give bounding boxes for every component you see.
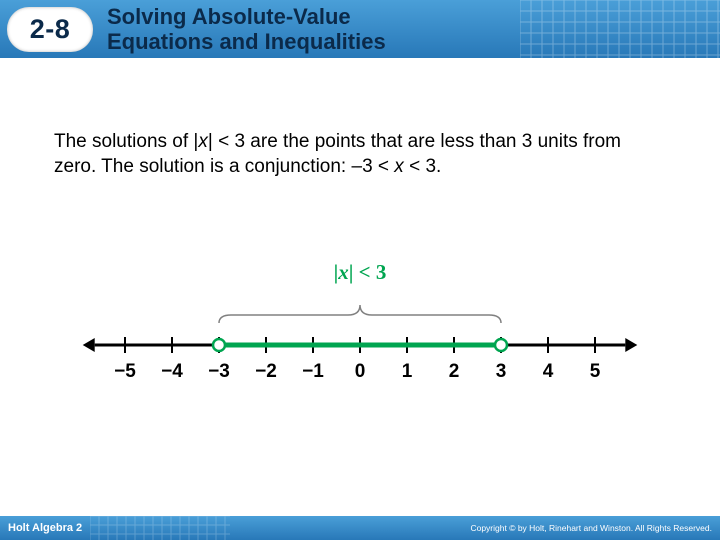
slide-footer: Holt Algebra 2 Copyright © by Holt, Rine…	[0, 516, 720, 540]
svg-text:1: 1	[402, 361, 413, 382]
conj-left: –3 <	[352, 156, 395, 177]
body-paragraph: The solutions of |x| < 3 are the points …	[54, 130, 660, 179]
lesson-number: 2-8	[30, 14, 71, 45]
conj-var: x	[394, 156, 404, 177]
body-expr: |x| < 3	[193, 131, 245, 152]
svg-text:−4: −4	[161, 361, 183, 382]
title-line-2: Equations and Inequalities	[107, 29, 386, 54]
footer-book-title: Holt Algebra 2	[8, 522, 82, 534]
svg-text:−1: −1	[302, 361, 324, 382]
svg-text:5: 5	[590, 361, 601, 382]
title-line-1: Solving Absolute-Value	[107, 4, 386, 29]
number-line-diagram: |x| < 3 −5 −4 −3 −2 −1 0 1 2 3 4 5	[80, 260, 640, 410]
svg-text:−2: −2	[255, 361, 277, 382]
lesson-number-pill: 2-8	[7, 7, 93, 52]
footer-copyright: Copyright © by Holt, Rinehart and Winsto…	[470, 523, 712, 533]
slide-title: Solving Absolute-Value Equations and Ine…	[107, 4, 386, 55]
grid-decoration	[520, 0, 720, 58]
svg-text:2: 2	[449, 361, 460, 382]
svg-text:−5: −5	[114, 361, 136, 382]
conj-right: < 3.	[404, 156, 442, 177]
svg-text:0: 0	[355, 361, 366, 382]
footer-grid-decoration	[90, 516, 230, 540]
svg-text:3: 3	[496, 361, 507, 382]
body-text-1: The solutions of	[54, 131, 193, 152]
svg-text:−3: −3	[208, 361, 230, 382]
slide-header: 2-8 Solving Absolute-Value Equations and…	[0, 0, 720, 58]
svg-text:4: 4	[543, 361, 554, 382]
inequality-label: |x| < 3	[334, 260, 387, 285]
